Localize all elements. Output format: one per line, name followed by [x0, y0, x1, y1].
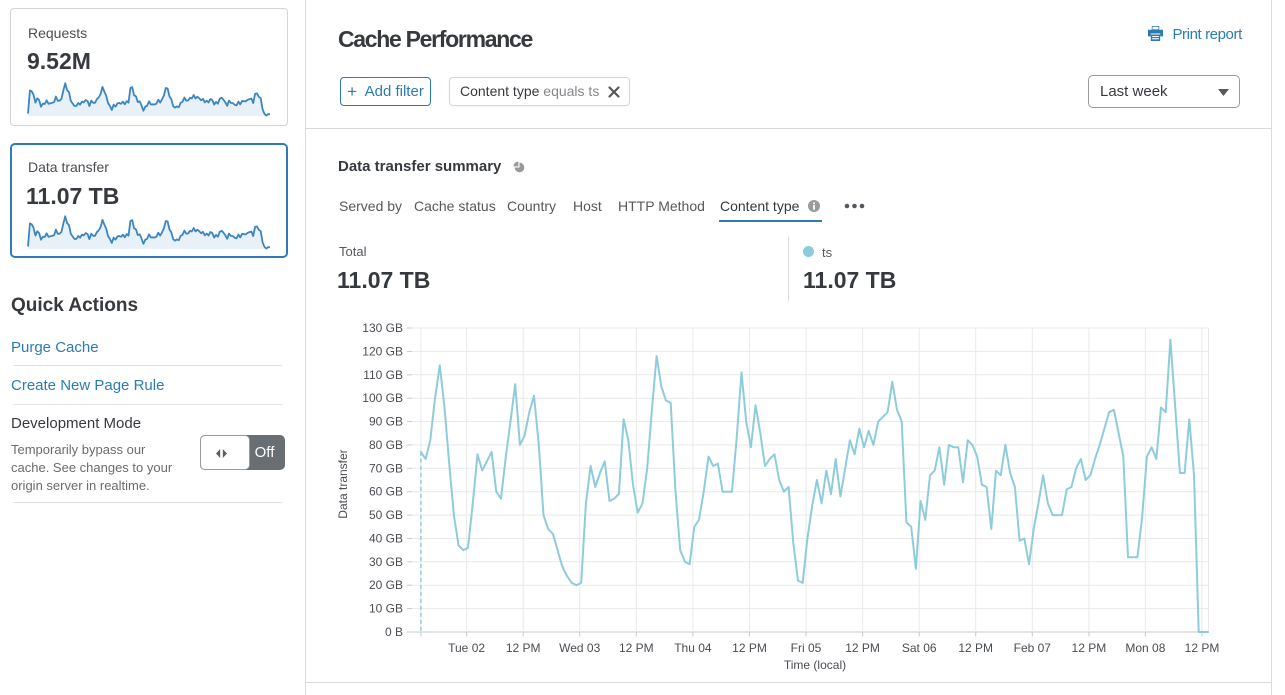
svg-text:120 GB: 120 GB	[362, 344, 403, 358]
svg-text:12 PM: 12 PM	[1185, 641, 1220, 655]
svg-text:50 GB: 50 GB	[369, 508, 403, 522]
svg-text:80 GB: 80 GB	[369, 438, 403, 452]
svg-text:12 PM: 12 PM	[1072, 641, 1107, 655]
svg-text:30 GB: 30 GB	[369, 555, 403, 569]
svg-text:70 GB: 70 GB	[369, 461, 403, 475]
svg-text:Tue 02: Tue 02	[448, 641, 485, 655]
svg-text:40 GB: 40 GB	[369, 532, 403, 546]
svg-text:12 PM: 12 PM	[732, 641, 767, 655]
svg-text:10 GB: 10 GB	[369, 602, 403, 616]
svg-text:Mon 08: Mon 08	[1125, 641, 1165, 655]
svg-text:110 GB: 110 GB	[363, 368, 403, 382]
svg-text:12 PM: 12 PM	[845, 641, 880, 655]
svg-text:20 GB: 20 GB	[369, 578, 403, 592]
svg-text:Data transfer: Data transfer	[336, 449, 350, 518]
svg-text:Wed 03: Wed 03	[559, 641, 600, 655]
svg-text:Time (local): Time (local)	[784, 658, 846, 672]
svg-text:100 GB: 100 GB	[362, 391, 403, 405]
svg-text:12 PM: 12 PM	[506, 641, 541, 655]
svg-text:130 GB: 130 GB	[362, 321, 403, 335]
svg-text:60 GB: 60 GB	[369, 485, 403, 499]
svg-text:0 B: 0 B	[385, 625, 403, 639]
svg-text:Thu 04: Thu 04	[674, 641, 712, 655]
svg-text:12 PM: 12 PM	[619, 641, 654, 655]
svg-text:Fri 05: Fri 05	[791, 641, 822, 655]
svg-text:Sat 06: Sat 06	[902, 641, 937, 655]
svg-text:Feb 07: Feb 07	[1014, 641, 1052, 655]
svg-text:12 PM: 12 PM	[958, 641, 993, 655]
svg-text:90 GB: 90 GB	[369, 415, 403, 429]
